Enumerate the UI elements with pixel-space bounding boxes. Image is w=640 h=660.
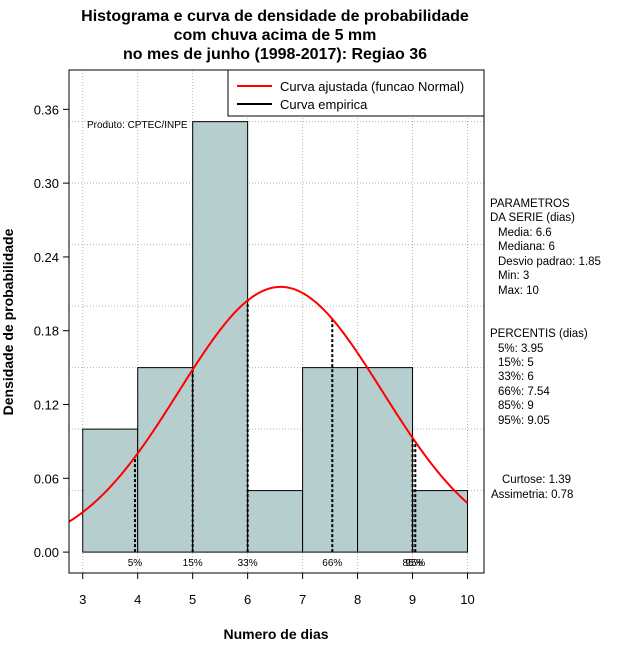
percentile-marker-label: 33% [238,558,258,569]
y-tick-label: 0.24 [34,250,59,265]
x-tick-label: 4 [134,592,141,607]
product-label: Produto: CPTEC/INPE [87,120,188,131]
normal-fit-curve [68,285,469,523]
x-tick-label: 8 [354,592,361,607]
percentil-15: 15%: 5 [498,357,534,369]
x-tick-label: 3 [79,592,86,607]
curtose-value: Curtose: 1.39 [502,474,571,486]
y-tick-label: 0.18 [34,324,59,339]
chart-title-line-3: no mes de junho (1998-2017): Regiao 36 [123,46,427,63]
param-media: Media: 6.6 [498,227,552,239]
x-tick-label: 6 [244,592,251,607]
percentile-marker-label: 15% [183,558,203,569]
histogram-bar [247,490,304,553]
param-mediana: Mediana: 6 [498,241,555,253]
y-tick-label: 0.06 [34,471,59,486]
param-max: Max: 10 [498,285,539,297]
percentile-marker-label: 95% [405,558,425,569]
histogram-bar [412,490,469,553]
histogram-bars [82,121,469,553]
histogram-bar [137,367,194,553]
y-tick-label: 0.30 [34,176,59,191]
percentile-marker-label: 85% [403,558,423,569]
x-tick-label: 10 [460,592,474,607]
percentil-85: 85%: 9 [498,400,534,412]
x-tick-label: 5 [189,592,196,607]
y-axis-title: Densidade de probabilidade [0,228,16,415]
side-panel: PARAMETROS DA SERIE (dias) Media: 6.6 Me… [490,198,601,501]
chart-title-line-2: com chuva acima de 5 mm [174,27,377,44]
legend-empirical-label: Curva empirica [280,97,368,112]
percentile-marker-label: 66% [322,558,342,569]
param-desvio: Desvio padrao: 1.85 [498,256,601,268]
percentil-5: 5%: 3.95 [498,343,543,355]
legend-box [227,69,485,117]
x-tick-label: 7 [299,592,306,607]
assimetria-value: Assimetria: 0.78 [491,489,573,501]
y-tick-label: 0.12 [34,398,59,413]
histogram-bar [357,367,414,553]
legend-fit-label: Curva ajustada (funcao Normal) [280,79,464,94]
x-axis-title: Numero de dias [223,626,328,642]
y-tick-label: 0.00 [34,545,59,560]
percentis-title: PERCENTIS (dias) [490,328,588,340]
histogram-bar [302,367,359,553]
percentile-markers: 5% 15% 33% 66% 85%95% [128,300,425,569]
chart-title-line-1: Histograma e curva de densidade de proba… [81,8,469,25]
percentil-95: 95%: 9.05 [498,415,550,427]
params-title-1: PARAMETROS [490,198,570,210]
params-title-2: DA SERIE (dias) [490,212,575,224]
percentil-33: 33%: 6 [498,371,534,383]
legend: Curva ajustada (funcao Normal) Curva emp… [227,69,485,117]
x-axis: 3 4 5 6 7 8 9 10 [79,572,475,607]
histogram-bar [82,428,139,553]
param-min: Min: 3 [498,270,529,282]
x-tick-label: 9 [409,592,416,607]
percentil-66: 66%: 7.54 [498,386,550,398]
percentile-marker-label: 5% [128,558,143,569]
histogram-bar [192,121,249,553]
y-tick-label: 0.36 [34,102,59,117]
fitted-curve [68,285,469,523]
y-axis: 0.00 0.06 0.12 0.18 0.24 0.30 0.36 [34,102,69,560]
